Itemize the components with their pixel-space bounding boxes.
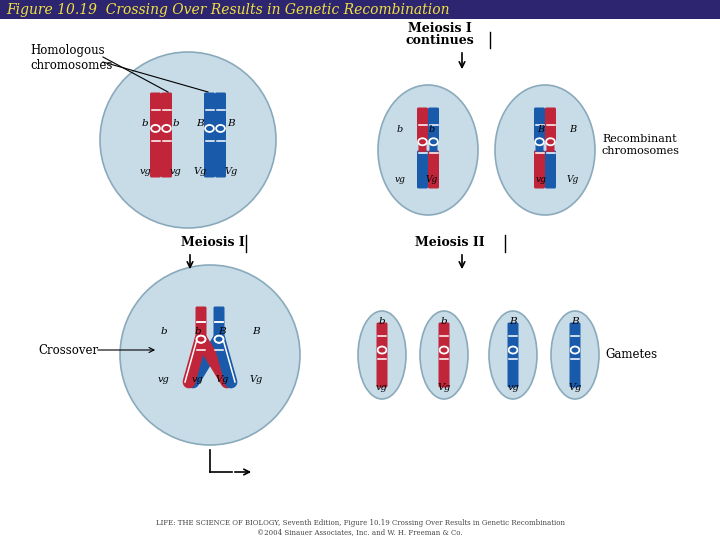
Text: b: b — [397, 125, 403, 134]
FancyBboxPatch shape — [204, 92, 215, 130]
FancyBboxPatch shape — [534, 151, 545, 188]
Circle shape — [120, 265, 300, 445]
Text: Vg: Vg — [225, 167, 238, 177]
Text: b: b — [441, 316, 447, 326]
FancyBboxPatch shape — [161, 127, 172, 178]
FancyBboxPatch shape — [428, 107, 439, 143]
Text: b: b — [194, 327, 202, 335]
Text: vg: vg — [507, 382, 519, 392]
FancyBboxPatch shape — [438, 348, 449, 388]
FancyBboxPatch shape — [428, 151, 439, 188]
Text: vg: vg — [192, 375, 204, 384]
Ellipse shape — [197, 336, 205, 343]
Text: vg: vg — [158, 375, 170, 384]
Text: B: B — [196, 119, 204, 129]
FancyBboxPatch shape — [545, 151, 556, 188]
Text: Vg: Vg — [437, 382, 451, 392]
Text: Meiosis I: Meiosis I — [408, 22, 472, 35]
Ellipse shape — [358, 311, 406, 399]
FancyBboxPatch shape — [377, 348, 387, 388]
Bar — [0, 0, 720, 19]
Ellipse shape — [535, 138, 544, 145]
FancyBboxPatch shape — [377, 322, 387, 352]
Text: Vg: Vg — [567, 176, 579, 185]
FancyBboxPatch shape — [546, 142, 554, 152]
Text: Vg: Vg — [568, 382, 582, 392]
Text: Meiosis II: Meiosis II — [415, 235, 485, 248]
Text: Meiosis I: Meiosis I — [181, 235, 245, 248]
Text: b: b — [161, 327, 167, 335]
FancyBboxPatch shape — [430, 142, 438, 152]
Ellipse shape — [205, 125, 214, 132]
Text: Gametes: Gametes — [605, 348, 657, 361]
Text: Crossover: Crossover — [38, 343, 98, 356]
Ellipse shape — [151, 125, 160, 132]
Text: b: b — [429, 125, 435, 134]
Text: b: b — [379, 316, 385, 326]
Text: Vg: Vg — [194, 167, 207, 177]
Text: B: B — [228, 119, 235, 129]
FancyBboxPatch shape — [161, 92, 172, 130]
FancyBboxPatch shape — [204, 127, 215, 178]
Text: B: B — [537, 125, 544, 134]
Ellipse shape — [162, 125, 171, 132]
Ellipse shape — [197, 336, 205, 343]
Text: B: B — [218, 327, 226, 335]
Text: vg: vg — [139, 167, 151, 177]
Text: vg: vg — [376, 382, 388, 392]
FancyBboxPatch shape — [196, 307, 207, 341]
Ellipse shape — [571, 347, 580, 354]
Text: Homologous
chromosomes: Homologous chromosomes — [30, 44, 112, 72]
FancyBboxPatch shape — [536, 142, 544, 152]
Ellipse shape — [420, 311, 468, 399]
Text: B: B — [571, 316, 579, 326]
Ellipse shape — [429, 138, 438, 145]
FancyBboxPatch shape — [150, 92, 161, 130]
Text: b: b — [173, 119, 179, 129]
Ellipse shape — [508, 347, 518, 354]
FancyBboxPatch shape — [418, 142, 426, 152]
Text: vg: vg — [170, 167, 182, 177]
Text: Vg: Vg — [249, 375, 263, 384]
Text: Figure 10.19  Crossing Over Results in Genetic Recombination: Figure 10.19 Crossing Over Results in Ge… — [6, 3, 449, 17]
Ellipse shape — [418, 138, 427, 145]
Ellipse shape — [215, 336, 223, 343]
Text: B: B — [252, 327, 260, 335]
Text: B: B — [509, 316, 517, 326]
FancyBboxPatch shape — [508, 348, 518, 388]
FancyBboxPatch shape — [215, 127, 226, 178]
Ellipse shape — [377, 347, 387, 354]
FancyBboxPatch shape — [570, 322, 580, 352]
FancyBboxPatch shape — [214, 307, 225, 341]
Circle shape — [100, 52, 276, 228]
FancyBboxPatch shape — [417, 107, 428, 143]
Ellipse shape — [378, 85, 478, 215]
Ellipse shape — [495, 85, 595, 215]
FancyBboxPatch shape — [508, 322, 518, 352]
FancyBboxPatch shape — [534, 107, 545, 143]
FancyBboxPatch shape — [215, 92, 226, 130]
Ellipse shape — [440, 347, 449, 354]
Ellipse shape — [216, 125, 225, 132]
Text: vg: vg — [395, 176, 405, 185]
Text: Recombinant
chromosomes: Recombinant chromosomes — [602, 134, 680, 156]
Ellipse shape — [551, 311, 599, 399]
Text: B: B — [570, 125, 577, 134]
FancyBboxPatch shape — [545, 107, 556, 143]
Text: LIFE: THE SCIENCE OF BIOLOGY, Seventh Edition, Figure 10.19 Crossing Over Result: LIFE: THE SCIENCE OF BIOLOGY, Seventh Ed… — [156, 519, 564, 527]
FancyBboxPatch shape — [150, 127, 161, 178]
FancyBboxPatch shape — [438, 322, 449, 352]
FancyBboxPatch shape — [417, 151, 428, 188]
Text: Vg: Vg — [215, 375, 229, 384]
Text: Vg: Vg — [426, 176, 438, 185]
FancyBboxPatch shape — [570, 348, 580, 388]
Ellipse shape — [546, 138, 555, 145]
Text: ©2004 Sinauer Associates, Inc. and W. H. Freeman & Co.: ©2004 Sinauer Associates, Inc. and W. H.… — [257, 528, 463, 536]
Text: b: b — [142, 119, 148, 129]
Ellipse shape — [215, 336, 223, 343]
Text: continues: continues — [405, 33, 474, 46]
Text: vg: vg — [536, 176, 546, 185]
Ellipse shape — [489, 311, 537, 399]
